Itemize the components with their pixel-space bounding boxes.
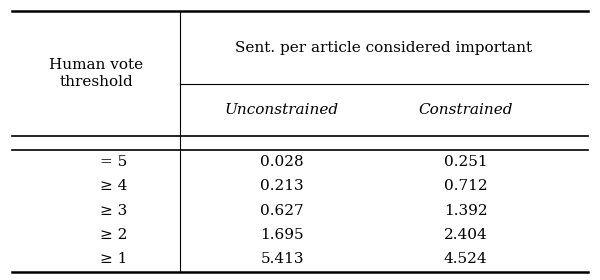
- Text: 0.627: 0.627: [260, 204, 304, 218]
- Text: ≥ 3: ≥ 3: [100, 204, 128, 218]
- Text: 0.251: 0.251: [444, 155, 487, 169]
- Text: 5.413: 5.413: [260, 253, 304, 267]
- Text: Human vote
threshold: Human vote threshold: [49, 59, 143, 88]
- Text: Sent. per article considered important: Sent. per article considered important: [235, 41, 533, 55]
- Text: ≥ 1: ≥ 1: [100, 253, 128, 267]
- Text: = 5: = 5: [100, 155, 128, 169]
- Text: 0.028: 0.028: [260, 155, 304, 169]
- Text: ≥ 2: ≥ 2: [100, 228, 128, 242]
- Text: Constrained: Constrained: [418, 103, 513, 117]
- Text: 2.404: 2.404: [444, 228, 487, 242]
- Text: 0.213: 0.213: [260, 179, 304, 193]
- Text: ≥ 4: ≥ 4: [100, 179, 128, 193]
- Text: 4.524: 4.524: [444, 253, 487, 267]
- Text: 1.392: 1.392: [444, 204, 487, 218]
- Text: 1.695: 1.695: [260, 228, 304, 242]
- Text: 0.712: 0.712: [444, 179, 487, 193]
- Text: Unconstrained: Unconstrained: [225, 103, 339, 117]
